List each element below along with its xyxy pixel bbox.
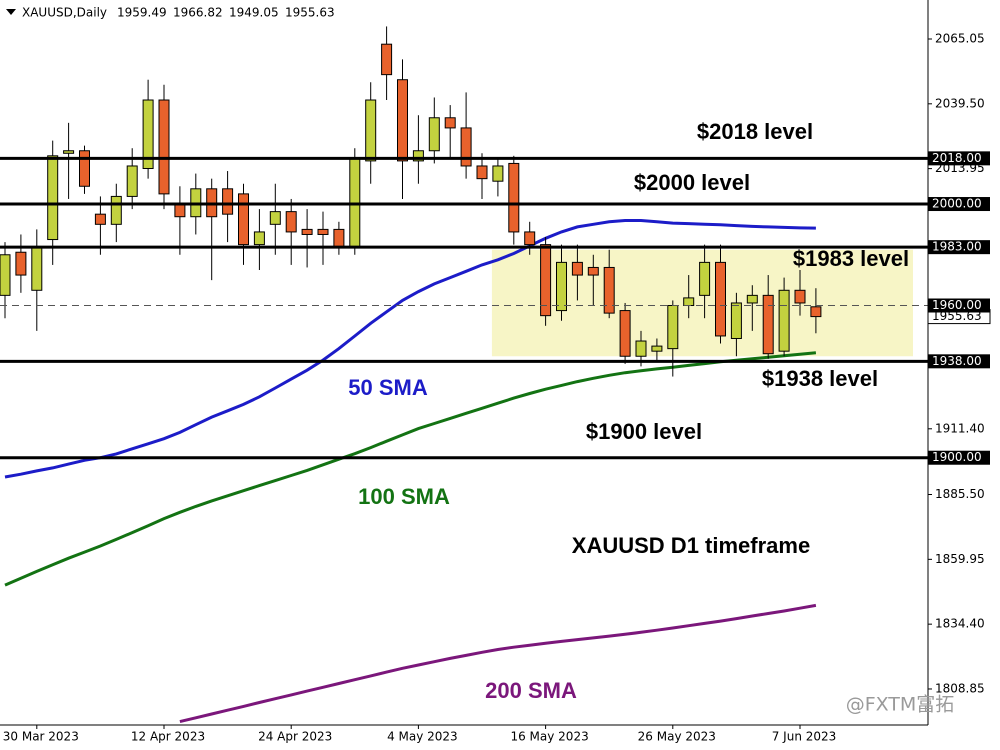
candle-body (158, 99, 170, 195)
candle-body (412, 150, 424, 162)
y-tick-label: 1834.40 (935, 617, 985, 631)
candle-body (778, 289, 790, 352)
level-box (928, 354, 990, 369)
chart-title: XAUUSD,Daily (22, 6, 107, 20)
candle-body (492, 165, 504, 182)
candle-body (222, 188, 234, 215)
candle-body (63, 150, 75, 154)
plot (0, 26, 928, 724)
y-tick-label: 2065.05 (935, 31, 985, 45)
candle-body (444, 117, 456, 129)
candle-body (269, 211, 281, 225)
sma-line (4, 351, 817, 587)
candle-body (651, 345, 663, 352)
candle-body (460, 127, 472, 167)
candle-body (47, 155, 59, 241)
candle-body (365, 99, 377, 162)
candle-body (683, 297, 695, 307)
level-box (928, 197, 990, 212)
candle-body (762, 294, 774, 355)
level-annotation: $1938 level (762, 366, 878, 391)
candle-body (715, 261, 726, 337)
candle-body (587, 266, 599, 276)
candle-body (508, 162, 520, 233)
header-close: 1955.63 (285, 6, 335, 20)
level-annotation: $2018 level (697, 119, 813, 144)
candle-body (635, 340, 647, 357)
candle-body (0, 254, 11, 296)
y-tick-label: 2039.50 (935, 96, 985, 110)
x-tick-label: 16 May 2023 (510, 730, 588, 744)
level-annotation: $1983 level (793, 246, 909, 271)
candle-body (238, 193, 249, 246)
header-high: 1966.82 (173, 6, 223, 20)
candle-body (142, 99, 154, 170)
candle-body (603, 266, 615, 314)
candle-body (126, 165, 138, 197)
candle-body (810, 306, 822, 318)
level-annotation: $2000 level (634, 170, 750, 195)
candle-body (317, 228, 329, 235)
candle-body (110, 195, 122, 225)
sma-label: 100 SMA (358, 484, 450, 509)
x-tick-label: 7 Jun 2023 (772, 730, 837, 744)
candle-body (381, 43, 393, 76)
candle-body (556, 261, 567, 312)
level-label: 1900.00 (932, 450, 982, 464)
sma-label: 200 SMA (485, 678, 577, 703)
last-price-label: 1955.63 (932, 309, 982, 323)
sma-line (179, 603, 817, 724)
candle-body (94, 213, 106, 225)
x-tick-label: 24 Apr 2023 (258, 730, 332, 744)
chart-annotation: XAUUSD D1 timeframe (572, 533, 810, 558)
level-annotation: $1900 level (586, 419, 702, 444)
candle-body (333, 228, 345, 248)
candle-body (699, 261, 711, 296)
candle-body (31, 246, 43, 291)
candle-body (667, 305, 679, 350)
x-tick-label: 12 Apr 2023 (131, 730, 205, 744)
candle-body (524, 231, 536, 246)
sma-line (4, 219, 816, 479)
x-tick-label: 4 May 2023 (387, 730, 458, 744)
sma-label: 50 SMA (348, 375, 428, 400)
candle-body (730, 302, 742, 339)
candle-body (571, 261, 583, 276)
level-label: 1960.00 (932, 298, 982, 312)
header-low: 1949.05 (229, 6, 279, 20)
level-box (928, 298, 990, 313)
level-label: 2000.00 (932, 197, 982, 211)
level-box (928, 240, 990, 255)
candle-body (619, 310, 631, 357)
x-tick-label: 26 May 2023 (638, 730, 716, 744)
candle-body (301, 228, 313, 235)
level-box (928, 151, 990, 166)
watermark: @FXTM富拓 (846, 694, 955, 716)
y-tick-label: 1859.95 (935, 552, 985, 566)
candle-body (397, 79, 408, 162)
candle-body (285, 211, 297, 233)
level-label: 1983.00 (932, 240, 982, 254)
y-tick-label: 1885.50 (935, 487, 985, 501)
candle-body (79, 150, 90, 187)
candle-body (476, 165, 488, 180)
y-tick-label: 1911.40 (935, 421, 985, 435)
candle-body (794, 289, 806, 304)
level-box (928, 450, 990, 465)
candle-body (540, 244, 552, 317)
header-open: 1959.49 (117, 6, 167, 20)
candle-body (15, 251, 27, 276)
candle-body (746, 294, 758, 304)
candle-body (253, 231, 265, 246)
menu-triangle (6, 9, 16, 15)
level-label: 1938.00 (932, 354, 982, 368)
y-tick-label: 1808.85 (935, 681, 985, 695)
level-label: 2018.00 (932, 151, 982, 165)
candle-body (428, 117, 440, 152)
x-tick-label: 30 Mar 2023 (3, 730, 79, 744)
candle-body (174, 203, 186, 218)
